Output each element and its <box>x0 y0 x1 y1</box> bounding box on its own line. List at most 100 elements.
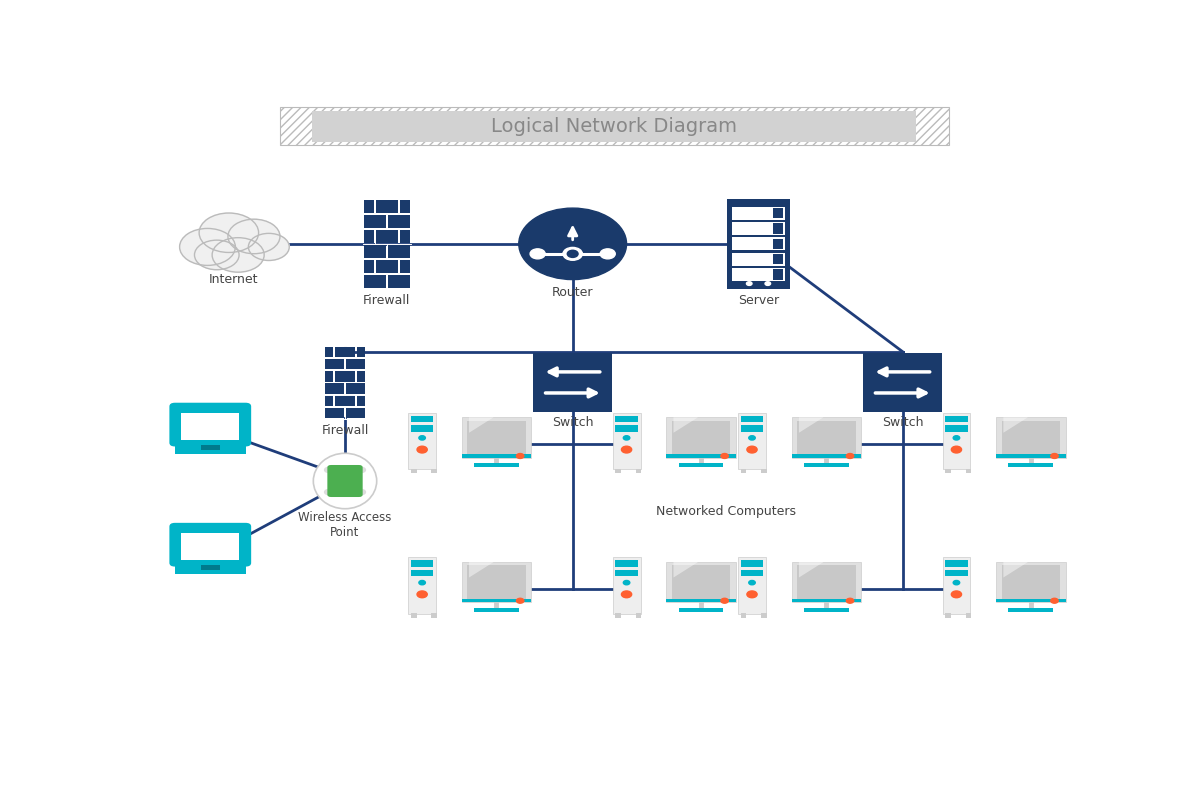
FancyBboxPatch shape <box>175 562 246 574</box>
FancyBboxPatch shape <box>945 614 951 618</box>
FancyBboxPatch shape <box>534 353 613 412</box>
FancyBboxPatch shape <box>733 253 784 266</box>
FancyBboxPatch shape <box>1008 608 1053 612</box>
FancyBboxPatch shape <box>667 417 736 458</box>
Circle shape <box>846 598 854 603</box>
FancyBboxPatch shape <box>169 523 251 566</box>
Circle shape <box>215 230 261 261</box>
FancyBboxPatch shape <box>965 614 971 618</box>
FancyBboxPatch shape <box>336 371 355 382</box>
FancyBboxPatch shape <box>996 562 1066 602</box>
Circle shape <box>418 436 426 440</box>
Text: Wireless Access
Point: Wireless Access Point <box>299 510 392 538</box>
Text: Router: Router <box>552 286 594 298</box>
Polygon shape <box>469 418 494 433</box>
FancyBboxPatch shape <box>1001 421 1060 454</box>
FancyBboxPatch shape <box>387 215 410 228</box>
FancyBboxPatch shape <box>432 469 436 473</box>
FancyBboxPatch shape <box>805 608 849 612</box>
Circle shape <box>621 591 632 598</box>
Circle shape <box>765 282 771 286</box>
FancyBboxPatch shape <box>175 442 246 454</box>
Circle shape <box>748 436 755 440</box>
FancyBboxPatch shape <box>791 454 861 458</box>
Polygon shape <box>674 418 698 433</box>
FancyBboxPatch shape <box>363 215 386 228</box>
Circle shape <box>325 467 332 472</box>
FancyBboxPatch shape <box>347 407 366 418</box>
FancyBboxPatch shape <box>613 413 640 470</box>
FancyBboxPatch shape <box>356 371 366 382</box>
Circle shape <box>1050 598 1059 603</box>
Text: Server: Server <box>737 294 779 307</box>
Polygon shape <box>1004 562 1028 578</box>
Ellipse shape <box>313 454 376 509</box>
Circle shape <box>519 208 627 279</box>
Circle shape <box>747 591 757 598</box>
FancyBboxPatch shape <box>791 417 861 458</box>
FancyBboxPatch shape <box>773 254 783 265</box>
Text: Networked Computers: Networked Computers <box>656 506 796 518</box>
FancyBboxPatch shape <box>797 421 856 454</box>
FancyBboxPatch shape <box>1008 463 1053 467</box>
FancyBboxPatch shape <box>615 416 638 422</box>
FancyBboxPatch shape <box>945 570 968 577</box>
FancyBboxPatch shape <box>411 561 433 567</box>
FancyBboxPatch shape <box>739 413 766 470</box>
FancyBboxPatch shape <box>733 238 784 250</box>
FancyBboxPatch shape <box>773 238 783 249</box>
Circle shape <box>747 446 757 453</box>
Circle shape <box>846 454 854 458</box>
Polygon shape <box>1004 418 1028 433</box>
FancyBboxPatch shape <box>411 416 433 422</box>
Circle shape <box>747 282 752 286</box>
Circle shape <box>721 598 728 603</box>
FancyBboxPatch shape <box>462 562 531 602</box>
Polygon shape <box>469 562 494 578</box>
FancyBboxPatch shape <box>411 614 416 618</box>
FancyBboxPatch shape <box>965 469 971 473</box>
FancyBboxPatch shape <box>667 562 736 602</box>
Circle shape <box>325 490 332 494</box>
FancyBboxPatch shape <box>375 260 398 273</box>
FancyBboxPatch shape <box>201 445 219 450</box>
FancyBboxPatch shape <box>741 416 763 422</box>
Circle shape <box>951 591 962 598</box>
FancyBboxPatch shape <box>462 417 531 458</box>
FancyBboxPatch shape <box>773 223 783 234</box>
Circle shape <box>530 249 546 259</box>
Text: Internet: Internet <box>209 274 258 286</box>
FancyBboxPatch shape <box>727 199 790 289</box>
FancyBboxPatch shape <box>399 200 410 213</box>
Circle shape <box>564 247 583 260</box>
Circle shape <box>517 454 524 458</box>
FancyBboxPatch shape <box>741 570 763 577</box>
FancyBboxPatch shape <box>741 469 747 473</box>
FancyBboxPatch shape <box>169 402 251 446</box>
FancyBboxPatch shape <box>375 230 398 243</box>
FancyBboxPatch shape <box>1001 566 1060 598</box>
Circle shape <box>359 467 366 472</box>
FancyBboxPatch shape <box>805 463 849 467</box>
FancyBboxPatch shape <box>945 425 968 432</box>
FancyBboxPatch shape <box>733 268 784 281</box>
FancyBboxPatch shape <box>356 347 366 358</box>
Circle shape <box>359 490 366 494</box>
FancyBboxPatch shape <box>635 469 641 473</box>
FancyBboxPatch shape <box>201 565 219 570</box>
Text: Switch: Switch <box>552 416 594 430</box>
FancyBboxPatch shape <box>741 614 747 618</box>
FancyBboxPatch shape <box>408 413 436 470</box>
FancyBboxPatch shape <box>773 270 783 280</box>
FancyBboxPatch shape <box>468 421 525 454</box>
FancyBboxPatch shape <box>945 416 968 422</box>
Circle shape <box>748 581 755 585</box>
Circle shape <box>623 581 629 585</box>
FancyBboxPatch shape <box>375 200 398 213</box>
FancyBboxPatch shape <box>387 245 410 258</box>
FancyBboxPatch shape <box>741 425 763 432</box>
Circle shape <box>721 454 728 458</box>
Circle shape <box>953 581 959 585</box>
Circle shape <box>1050 454 1059 458</box>
FancyBboxPatch shape <box>615 614 621 618</box>
